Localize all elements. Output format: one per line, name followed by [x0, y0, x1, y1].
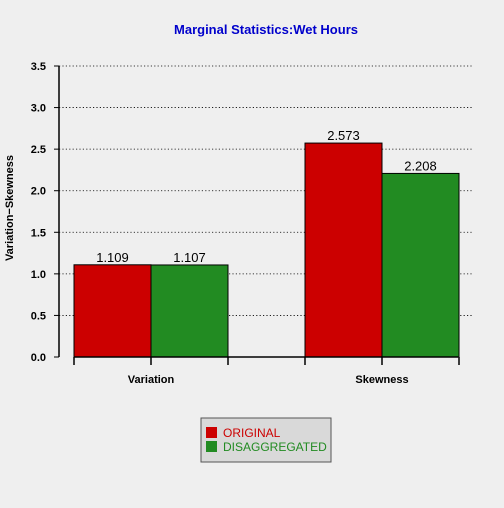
- y-tick-label: 3.0: [31, 103, 46, 115]
- bar: [150, 264, 229, 358]
- x-tick-label: Skewness: [355, 374, 408, 386]
- y-axis-label: Variation−Skewness: [4, 155, 16, 261]
- x-tick-label: Variation: [128, 374, 175, 386]
- bar: [73, 264, 152, 358]
- y-tick-label: 1.0: [31, 269, 46, 281]
- y-tick-label: 3.5: [31, 61, 46, 73]
- legend-box: [200, 417, 332, 463]
- y-tick-label: 0.5: [31, 310, 46, 322]
- y-tick-label: 1.5: [31, 227, 46, 239]
- bar-value-label: 2.573: [327, 128, 360, 143]
- bar-value-label: 1.107: [173, 250, 206, 265]
- legend-label: DISAGGREGATED: [223, 440, 327, 454]
- legend-swatch: [206, 441, 217, 452]
- y-tick-label: 0.0: [31, 352, 46, 364]
- legend-label: ORIGINAL: [223, 426, 281, 440]
- axes: 0.0 0.5 1.0 1.5 2.0 2.5 3.0 3.5 Variation Skewnes…: [31, 61, 460, 386]
- bar: [304, 142, 383, 358]
- bars: 1.109 1.107 2.573 2.208: [73, 128, 460, 358]
- bar: [381, 172, 460, 358]
- legend-swatch: [206, 427, 217, 438]
- y-tick-label: 2.5: [31, 144, 46, 156]
- chart-title: Marginal Statistics:Wet Hours: [174, 22, 358, 37]
- y-tick-label: 2.0: [31, 186, 46, 198]
- bar-value-label: 2.208: [404, 158, 437, 173]
- bar-value-label: 1.109: [96, 250, 129, 265]
